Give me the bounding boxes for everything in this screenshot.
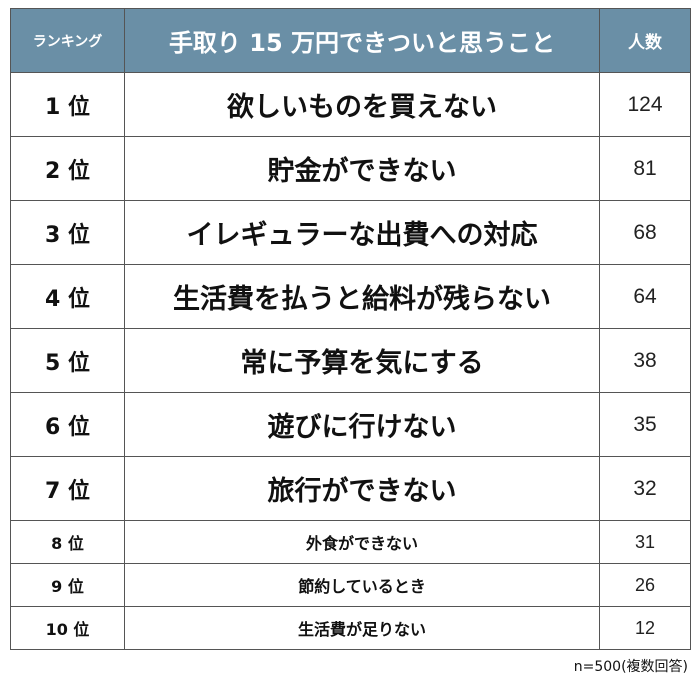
rank-cell: 1 位: [10, 72, 125, 137]
sample-size-note: n=500(複数回答): [573, 659, 688, 675]
table-row: 10 位 生活費が足りない 12: [10, 606, 691, 650]
count-cell: 26: [599, 563, 691, 607]
table-row: 8 位 外食ができない 31: [10, 520, 691, 564]
item-cell: イレギュラーな出費への対応: [124, 200, 600, 265]
item-cell: 常に予算を気にする: [124, 328, 600, 393]
item-cell: 旅行ができない: [124, 456, 600, 521]
table-row: 5 位 常に予算を気にする 38: [10, 328, 691, 393]
rank-cell: 9 位: [10, 563, 125, 607]
rank-cell: 6 位: [10, 392, 125, 457]
table-row: 2 位 貯金ができない 81: [10, 136, 691, 201]
rank-cell: 2 位: [10, 136, 125, 201]
rank-cell: 10 位: [10, 606, 125, 650]
count-cell: 81: [599, 136, 691, 201]
count-cell: 35: [599, 392, 691, 457]
table-row: 1 位 欲しいものを買えない 124: [10, 72, 691, 137]
count-cell: 31: [599, 520, 691, 564]
count-cell: 12: [599, 606, 691, 650]
header-row: ランキング 手取り 15 万円できついと思うこと 人数: [10, 8, 691, 73]
item-cell: 生活費を払うと給料が残らない: [124, 264, 600, 329]
item-cell: 節約しているとき: [124, 563, 600, 607]
item-cell: 遊びに行けない: [124, 392, 600, 457]
item-cell: 生活費が足りない: [124, 606, 600, 650]
table-row: 3 位 イレギュラーな出費への対応 68: [10, 200, 691, 265]
count-cell: 38: [599, 328, 691, 393]
table-row: 7 位 旅行ができない 32: [10, 456, 691, 521]
rank-cell: 8 位: [10, 520, 125, 564]
rank-cell: 7 位: [10, 456, 125, 521]
item-cell: 欲しいものを買えない: [124, 72, 600, 137]
count-cell: 64: [599, 264, 691, 329]
count-cell: 68: [599, 200, 691, 265]
item-cell: 貯金ができない: [124, 136, 600, 201]
table-row: 6 位 遊びに行けない 35: [10, 392, 691, 457]
table-row: 9 位 節約しているとき 26: [10, 563, 691, 607]
count-cell: 124: [599, 72, 691, 137]
rank-cell: 4 位: [10, 264, 125, 329]
item-cell: 外食ができない: [124, 520, 600, 564]
header-count: 人数: [599, 8, 691, 73]
header-title: 手取り 15 万円できついと思うこと: [124, 8, 600, 73]
rank-cell: 3 位: [10, 200, 125, 265]
ranking-table: ランキング 手取り 15 万円できついと思うこと 人数 1 位 欲しいものを買え…: [10, 8, 691, 650]
table-row: 4 位 生活費を払うと給料が残らない 64: [10, 264, 691, 329]
rank-cell: 5 位: [10, 328, 125, 393]
header-rank: ランキング: [10, 8, 125, 73]
count-cell: 32: [599, 456, 691, 521]
